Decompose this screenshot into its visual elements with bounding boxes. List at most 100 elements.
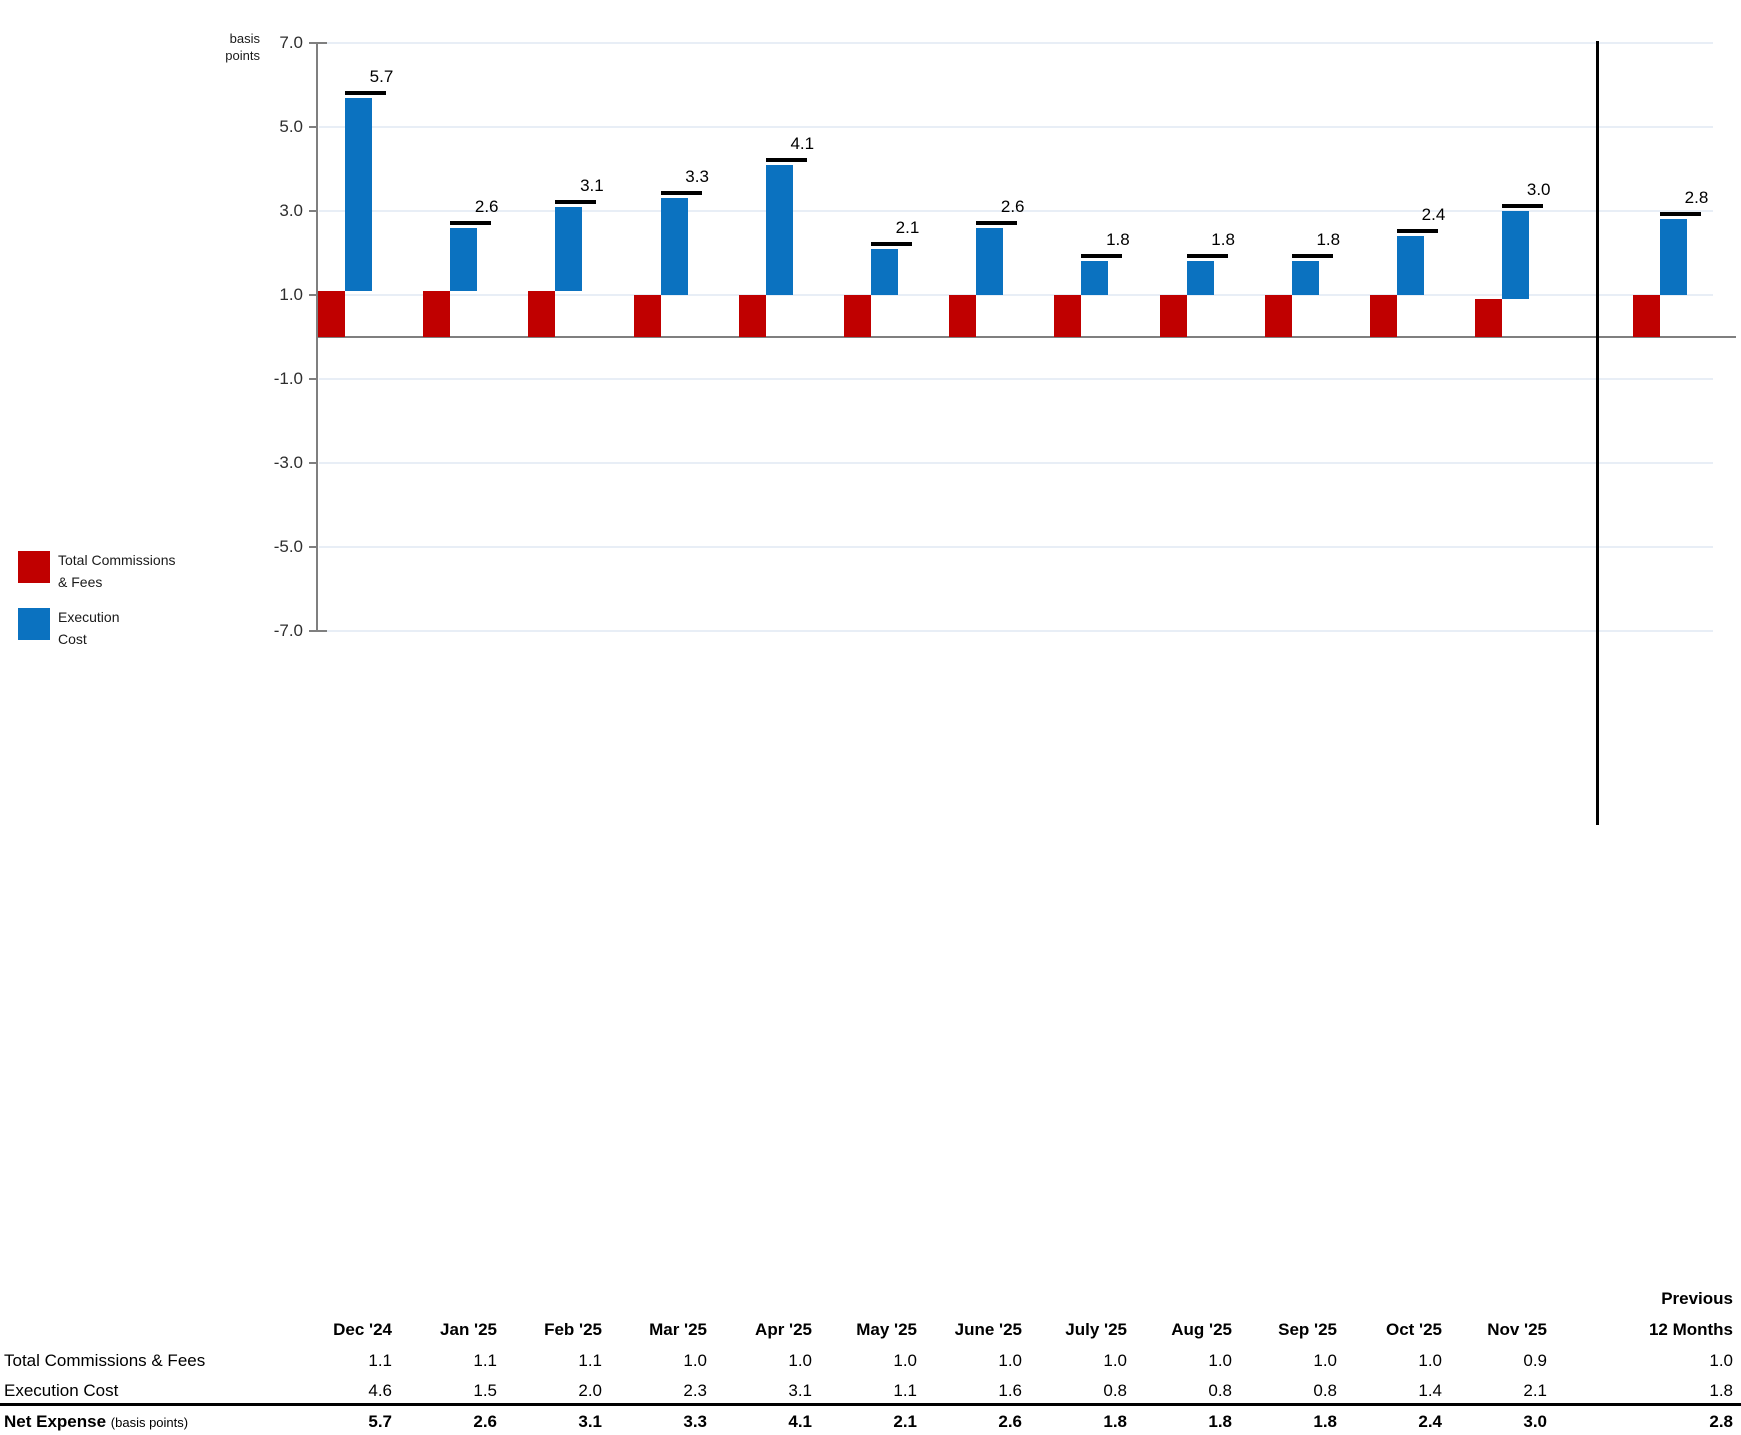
table-cell: 0.8 — [1103, 1381, 1127, 1400]
y-axis-tick — [309, 630, 318, 632]
y-axis-tick — [309, 462, 318, 464]
previous-period-divider-line — [1596, 41, 1599, 825]
legend-label-line1: Total Commissions — [58, 552, 176, 568]
table-cell: 1.5 — [473, 1381, 497, 1400]
execution-cost-bar — [1502, 211, 1530, 300]
table-cell-previous: 2.8 — [1709, 1412, 1733, 1431]
table-col-header: Dec '24 — [333, 1320, 392, 1339]
table-cell: 1.6 — [998, 1381, 1022, 1400]
net-expense-total-marker — [345, 90, 386, 95]
total-commissions-fees-bar — [844, 295, 871, 337]
table-cell: 1.0 — [683, 1351, 707, 1370]
table-cell: 2.6 — [998, 1412, 1022, 1431]
execution-cost-bar — [1291, 261, 1319, 295]
net-expense-value-label: 3.1 — [580, 175, 604, 195]
y-axis-tick — [309, 210, 318, 212]
table-col-header: Feb '25 — [544, 1320, 602, 1339]
gridline — [319, 294, 1713, 296]
legend-swatch-execution-cost — [18, 608, 50, 640]
total-commissions-fees-bar — [1054, 295, 1082, 337]
table-cell: 4.1 — [788, 1412, 812, 1431]
y-tick-label: 7.0 — [279, 33, 303, 52]
table-separator-line — [0, 1403, 1741, 1406]
gridline — [319, 630, 1713, 632]
table-col-header: Apr '25 — [755, 1320, 812, 1339]
net-expense-value-label: 3.0 — [1526, 180, 1551, 199]
table-cell: 0.9 — [1523, 1351, 1547, 1370]
y-tick-label: -1.0 — [273, 369, 303, 388]
net-expense-total-marker — [1291, 254, 1333, 259]
net-expense-value-label: 4.1 — [790, 133, 815, 153]
execution-cost-bar — [555, 206, 583, 291]
total-commissions-fees-bar — [528, 290, 556, 337]
table-cell: 3.1 — [578, 1412, 602, 1431]
table-cell: 2.6 — [473, 1412, 497, 1431]
y-tick-label: 5.0 — [279, 117, 303, 136]
net-expense-value-label: 2.1 — [895, 217, 920, 237]
table-col-header: Jan '25 — [440, 1320, 497, 1339]
net-expense-value-label: 2.4 — [1421, 205, 1446, 225]
execution-cost-bar — [871, 248, 898, 295]
table-cell: 1.0 — [1313, 1351, 1337, 1370]
legend-label-total-commissions-fees: Total Commissions & Fees — [58, 549, 218, 593]
y-axis-line — [316, 43, 318, 631]
table-cell: 1.0 — [1418, 1351, 1442, 1370]
net-expense-total-marker — [1660, 212, 1701, 217]
y-axis-cap-bottom — [318, 630, 327, 632]
y-axis-tick — [309, 378, 318, 380]
net-expense-total-marker — [1186, 254, 1228, 259]
legend-item-execution-cost: Execution Cost — [18, 606, 218, 652]
table-cell: 4.6 — [368, 1381, 392, 1400]
net-expense-value-label: 5.7 — [369, 66, 394, 86]
y-axis-title: basis points — [160, 30, 260, 64]
gridline — [319, 210, 1713, 212]
table-cell: 5.7 — [368, 1412, 392, 1431]
table-col-header: Oct '25 — [1385, 1320, 1442, 1339]
y-axis-cap-top — [318, 42, 327, 44]
gridline — [319, 126, 1713, 128]
total-commissions-fees-bar — [1475, 299, 1503, 337]
execution-cost-bar — [1186, 261, 1214, 295]
table-cell: 3.0 — [1523, 1412, 1547, 1431]
table-cell: 2.1 — [893, 1412, 917, 1431]
execution-cost-bar — [450, 227, 478, 291]
table-cell: 1.1 — [578, 1351, 602, 1370]
net-expense-total-marker — [1502, 204, 1544, 208]
net-expense-total-marker — [976, 220, 1018, 225]
table-col-header: May '25 — [856, 1320, 917, 1339]
execution-cost-bar — [1397, 236, 1424, 295]
table-cell: 3.1 — [788, 1381, 812, 1400]
gridline — [319, 378, 1713, 380]
y-axis-tick — [309, 42, 318, 44]
table-col-header-previous-line1: Previous — [1661, 1289, 1733, 1308]
execution-cost-bar — [1081, 261, 1109, 295]
total-commissions-fees-bar — [949, 295, 977, 337]
table-row-label-text: Net Expense — [4, 1412, 107, 1431]
execution-cost-bar — [1660, 219, 1687, 295]
legend-swatch-total-commissions-fees — [18, 551, 50, 583]
y-axis-tick — [309, 294, 318, 296]
table-cell: 1.1 — [893, 1381, 917, 1400]
y-axis-title-line1: basis — [229, 31, 260, 46]
table-cell: 1.8 — [1208, 1412, 1232, 1431]
table-cell: 1.0 — [893, 1351, 917, 1370]
table-cell: 1.4 — [1418, 1381, 1442, 1400]
net-expense-value-label: 2.6 — [474, 196, 499, 216]
gridline — [319, 462, 1713, 464]
table-cell: 1.0 — [998, 1351, 1022, 1370]
table-col-header-previous-line2: 12 Months — [1648, 1320, 1733, 1339]
table-col-header: June '25 — [954, 1320, 1022, 1339]
net-expense-total-marker — [450, 220, 492, 225]
net-expense-value-label: 3.3 — [685, 167, 709, 187]
table-cell: 1.1 — [368, 1351, 392, 1370]
table-cell: 1.0 — [788, 1351, 812, 1370]
table-cell: 3.3 — [683, 1412, 707, 1431]
y-tick-label: -5.0 — [273, 537, 303, 556]
y-axis-tick — [309, 546, 318, 548]
table-cell-previous: 1.8 — [1709, 1381, 1733, 1400]
zero-baseline — [318, 336, 1736, 338]
execution-cost-bar — [976, 227, 1004, 295]
table-cell: 2.0 — [578, 1381, 602, 1400]
gridline — [319, 546, 1713, 548]
table-cell: 1.8 — [1103, 1412, 1127, 1431]
